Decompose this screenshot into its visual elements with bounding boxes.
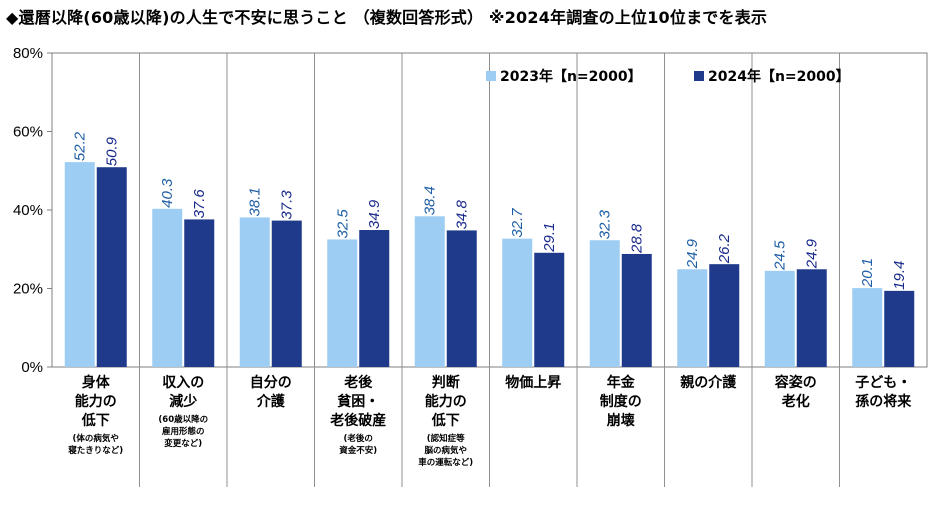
chart-title: ◆還暦以降(60歳以降)の人生で不安に思うこと （複数回答形式） ※2024年調… (6, 8, 768, 27)
category-label: 減少 (169, 393, 197, 410)
bar-2023 (502, 238, 533, 367)
value-label: 52.2 (72, 131, 89, 161)
y-tick-label: 40% (13, 202, 43, 219)
category-label: 低下 (431, 412, 460, 429)
value-label: 28.8 (629, 223, 646, 254)
y-tick-label: 80% (13, 45, 43, 62)
category-label: 年金 (607, 374, 636, 391)
bar-2024 (96, 167, 127, 367)
value-label: 37.3 (279, 190, 296, 220)
value-label: 24.9 (684, 238, 701, 269)
category-label: 能力の (425, 393, 467, 410)
category-label: 低下 (81, 412, 110, 429)
bar-2024 (621, 253, 652, 367)
legend-entry: 2023年【n=2000】 (500, 68, 642, 85)
legend-swatch (694, 71, 704, 81)
y-tick-label: 20% (13, 281, 43, 298)
value-label: 32.3 (597, 209, 614, 239)
category-label: 容姿の (774, 374, 817, 391)
bar-2024 (271, 220, 302, 367)
bar-2023 (64, 162, 95, 367)
legend-swatch (486, 71, 496, 81)
bar-2023 (852, 288, 883, 367)
category-note: (老後の (344, 433, 373, 444)
y-tick-label: 0% (21, 359, 43, 376)
category-label: 判断 (432, 374, 460, 391)
category-label: 介護 (256, 393, 286, 410)
value-label: 50.9 (104, 136, 121, 166)
bar-2023 (327, 239, 358, 367)
value-label: 32.5 (334, 209, 351, 239)
category-label: 老後破産 (330, 412, 386, 429)
value-label: 38.4 (422, 186, 439, 215)
category-note: 雇用形態の (161, 426, 205, 437)
category-label: 制度の (600, 393, 642, 410)
value-label: 37.6 (191, 189, 208, 219)
value-label: 26.2 (716, 233, 733, 264)
category-label: 収入の (162, 374, 204, 391)
bar-2023 (152, 208, 183, 367)
category-label: 老後 (344, 374, 373, 391)
category-label: 老化 (782, 393, 810, 410)
value-label: 24.9 (804, 238, 821, 269)
category-label: 能力の (75, 393, 117, 410)
value-label: 24.5 (772, 240, 789, 271)
category-label: 身体 (82, 374, 111, 391)
bar-2023 (239, 217, 270, 367)
bar-2024 (796, 269, 827, 367)
value-label: 19.4 (891, 261, 908, 290)
legend-entry: 2024年【n=2000】 (708, 68, 850, 85)
value-label: 34.9 (366, 199, 383, 229)
category-note: (体の病気や (73, 433, 119, 444)
category-note: (認知症等 (427, 433, 465, 444)
bar-2024 (446, 230, 477, 367)
value-label: 20.1 (859, 258, 876, 288)
value-label: 32.7 (509, 208, 526, 238)
category-label: 自分の (250, 374, 292, 391)
category-note: (60歳以降の (158, 414, 208, 425)
value-label: 29.1 (541, 223, 558, 253)
value-label: 38.1 (247, 187, 264, 216)
category-label: 親の介護 (680, 374, 737, 391)
bar-2024 (184, 219, 215, 367)
category-note: 車の運転など) (418, 457, 473, 468)
value-label: 34.8 (454, 200, 471, 230)
bar-2024 (709, 264, 740, 367)
category-label: 貧困・ (337, 393, 379, 410)
bar-2024 (359, 230, 390, 367)
category-note: 寝たきりなど) (67, 445, 123, 456)
value-label: 40.3 (159, 178, 176, 208)
category-note: 脳の病気や (423, 445, 467, 456)
bar-2024 (884, 290, 915, 367)
bar-2023 (677, 269, 708, 367)
category-note: 変更など) (164, 438, 202, 449)
category-note: 資金不安) (338, 445, 377, 456)
bar-2024 (534, 252, 565, 367)
bar-2023 (414, 216, 445, 367)
y-tick-label: 60% (13, 124, 43, 141)
category-label: 崩壊 (607, 412, 636, 429)
category-label: 孫の将来 (855, 393, 912, 410)
bar-2023 (589, 240, 620, 367)
category-label: 子ども・ (855, 375, 911, 391)
category-label: 物価上昇 (505, 374, 561, 391)
bar-2023 (764, 270, 795, 367)
